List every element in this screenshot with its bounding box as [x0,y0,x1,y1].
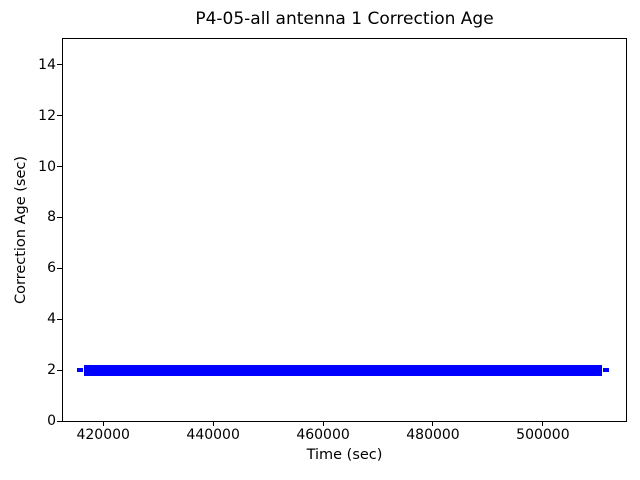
chart-title: P4-05-all antenna 1 Correction Age [195,9,494,29]
y-tick-label: 0 [47,413,56,429]
y-tick-label: 12 [38,107,56,124]
y-tick-label: 6 [47,260,56,277]
y-tick-mark [57,267,62,269]
x-tick-mark [102,422,104,426]
y-tick-mark [57,318,62,320]
y-tick-label: 8 [47,209,56,226]
y-tick-label: 14 [38,56,56,73]
y-tick-mark [57,216,62,218]
y-axis-label: Correction Age (sec) [13,155,29,305]
data-endpoint-marker [77,368,84,373]
x-axis-label: Time (sec) [306,447,383,463]
x-tick-label: 420000 [76,427,130,443]
x-tick-mark [212,422,214,426]
data-band [83,364,602,376]
y-tick-label: 4 [47,311,56,328]
y-tick-mark [57,369,62,371]
y-tick-mark [57,420,62,422]
plot-area [62,38,627,422]
y-tick-label: 2 [47,362,56,379]
x-tick-label: 460000 [296,427,350,443]
y-tick-mark [57,115,62,117]
x-tick-mark [542,422,544,426]
x-tick-label: 500000 [516,427,570,443]
x-tick-mark [322,422,324,426]
y-tick-mark [57,166,62,167]
data-endpoint-marker [603,368,610,373]
y-tick-mark [57,64,62,66]
x-tick-label: 440000 [186,427,240,443]
x-tick-mark [432,422,434,426]
y-tick-label: 10 [38,158,56,175]
x-tick-label: 480000 [406,427,460,443]
